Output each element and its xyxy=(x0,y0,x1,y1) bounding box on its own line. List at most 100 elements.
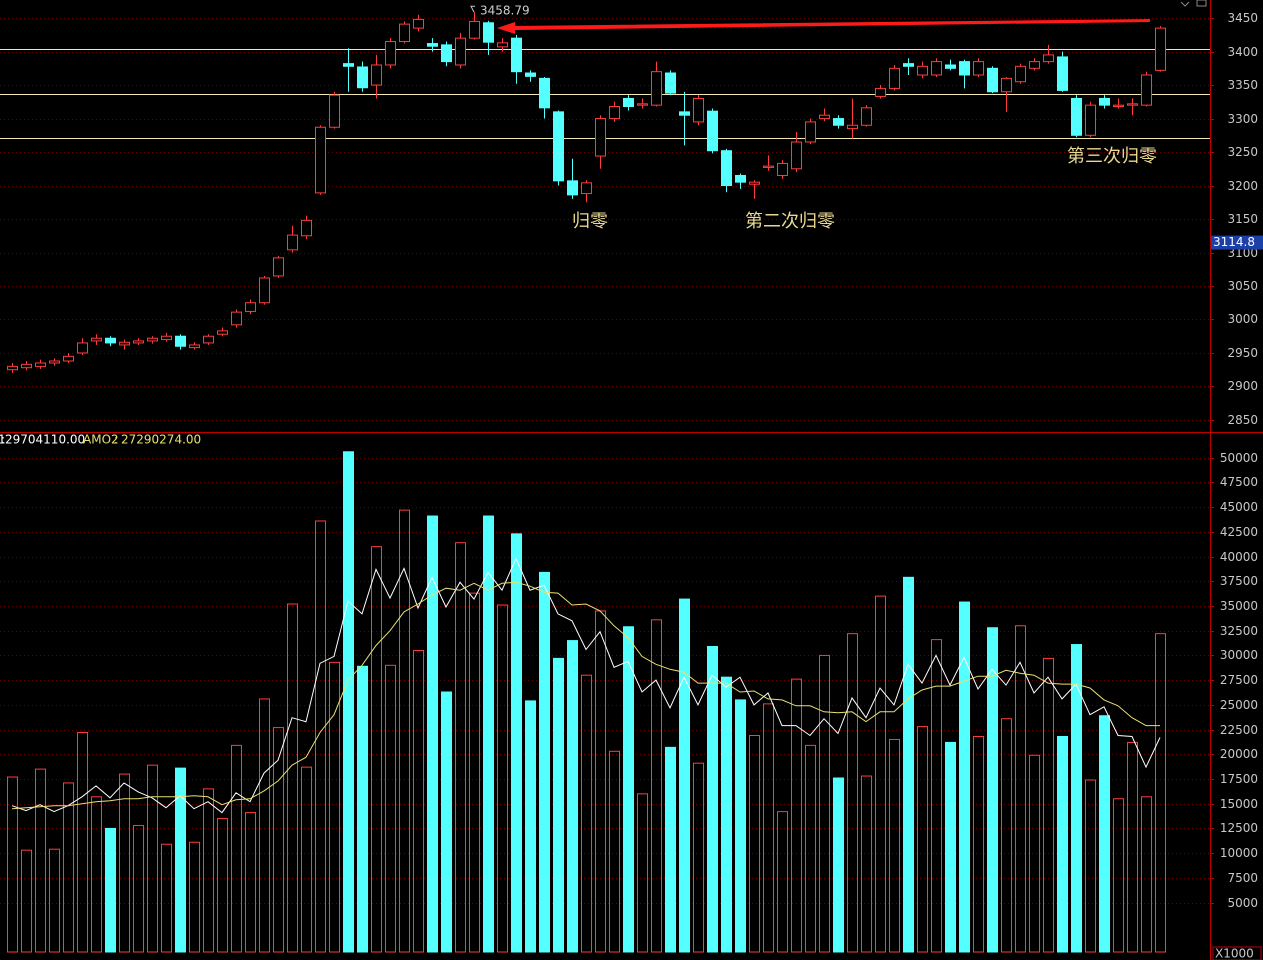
volume-bar xyxy=(21,849,32,953)
volume-bar xyxy=(203,788,214,953)
y-tick-label: 15000 xyxy=(1220,797,1258,811)
candle-body xyxy=(1141,74,1152,106)
y-tick-label: 42500 xyxy=(1220,525,1258,539)
volume-bar xyxy=(651,619,662,953)
volume-bar xyxy=(735,699,746,953)
candle-body xyxy=(623,97,634,107)
y-tick-label: 7500 xyxy=(1227,871,1258,885)
candle-body xyxy=(21,363,32,369)
icon[interactable] xyxy=(1196,0,1207,7)
unit-label: X1000 xyxy=(1215,947,1254,960)
candle-body xyxy=(679,111,690,116)
candle-body xyxy=(511,37,522,73)
volume-bar xyxy=(1141,796,1152,953)
volume-bar xyxy=(889,738,900,953)
candle-body xyxy=(917,65,928,76)
volume-bar xyxy=(819,654,830,953)
ma-line xyxy=(11,557,1161,814)
candle-body xyxy=(735,174,746,183)
candle-body xyxy=(749,181,760,185)
annotation: 第二次归零 xyxy=(745,211,835,232)
volume-bar xyxy=(1015,625,1026,953)
volume-bar xyxy=(973,735,984,953)
volume-bar xyxy=(7,776,18,953)
volume-bar xyxy=(63,782,74,953)
candle-body xyxy=(861,107,872,126)
candle-body xyxy=(1085,104,1096,136)
candle-body xyxy=(1127,103,1138,106)
y-tick-label: 25000 xyxy=(1220,698,1258,712)
candle-body xyxy=(301,219,312,237)
candle-body xyxy=(203,335,214,344)
high-marker xyxy=(470,5,475,13)
candle-body xyxy=(651,71,662,106)
candle-body xyxy=(777,162,788,176)
volume-bar xyxy=(315,520,326,953)
y-tick-label: 50000 xyxy=(1220,451,1258,465)
candle-body xyxy=(1015,65,1026,83)
volume-bar xyxy=(959,601,970,953)
volume-bar xyxy=(791,678,802,953)
volume-bar xyxy=(1113,798,1124,953)
candle-body xyxy=(91,337,102,342)
y-tick-label: 3000 xyxy=(1227,312,1258,326)
volume-bar xyxy=(77,732,88,953)
candle-body xyxy=(707,110,718,152)
candle-body xyxy=(441,44,452,63)
y-tick-label: 3400 xyxy=(1227,45,1258,59)
candle-body xyxy=(553,111,564,182)
volume-bar xyxy=(987,627,998,953)
volume-bar xyxy=(427,515,438,953)
unit-box xyxy=(1212,946,1262,960)
marks: 2850290029503000305031003150320032503300… xyxy=(0,4,1263,960)
volume-bar xyxy=(497,604,508,953)
candle-body xyxy=(693,97,704,123)
candle-body xyxy=(973,61,984,76)
legend-name: AMO1 xyxy=(0,433,6,447)
volume-bar xyxy=(1043,657,1054,953)
y-tick-label: 22500 xyxy=(1220,723,1258,737)
candle-body xyxy=(49,360,60,364)
last-price-label: 3114.8 xyxy=(1213,235,1255,249)
candle-body xyxy=(721,150,732,187)
candle-body xyxy=(105,337,116,344)
y-tick-label: 3150 xyxy=(1227,212,1258,226)
candle-body xyxy=(217,330,228,335)
volume-bar xyxy=(861,775,872,953)
candle-body xyxy=(889,67,900,89)
volume-bar xyxy=(525,700,536,953)
candle-body xyxy=(77,342,88,354)
candle-body xyxy=(315,126,326,194)
annotation: 第三次归零 xyxy=(1067,146,1157,167)
volume-bar xyxy=(119,773,130,953)
volume-bar xyxy=(1155,633,1166,953)
y-tick-label: 47500 xyxy=(1220,475,1258,489)
volume-bar xyxy=(273,727,284,953)
volume-bar xyxy=(539,571,550,953)
volume-bar xyxy=(245,812,256,953)
arrow xyxy=(497,19,1150,34)
last-price-box xyxy=(1211,235,1263,250)
red-arrow xyxy=(497,19,1150,34)
candle-body xyxy=(259,277,270,304)
ma-line xyxy=(11,581,1160,810)
y-tick-label: 3450 xyxy=(1227,11,1258,25)
candle-body xyxy=(469,20,480,39)
legend-name: AMO2 xyxy=(83,433,119,447)
candle-body xyxy=(1071,97,1082,136)
volume-bar xyxy=(189,841,200,953)
y-tick-label: 35000 xyxy=(1220,599,1258,613)
y-tick-label: 3250 xyxy=(1227,145,1258,159)
candle-body xyxy=(945,64,956,69)
y-tick-label: 2850 xyxy=(1227,413,1258,427)
candle-body xyxy=(567,180,578,196)
volume-bar xyxy=(259,698,270,953)
candle-body xyxy=(189,344,200,349)
icon[interactable] xyxy=(1180,1,1190,7)
volume-bar xyxy=(35,768,46,953)
candle-body xyxy=(147,337,158,342)
candle-body xyxy=(497,42,508,48)
candle-body xyxy=(385,41,396,66)
volume-bar xyxy=(469,592,480,953)
